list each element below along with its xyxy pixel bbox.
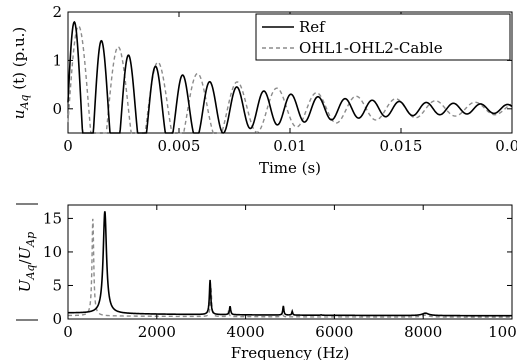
bottom-x-axis-label: Frequency (Hz) [231, 344, 350, 360]
bottom-y-axis-label-slash: / [16, 259, 34, 265]
top-x-tick-label: 0.015 [380, 137, 423, 155]
bottom-series-line-ohl1-ohl2-cable [68, 218, 512, 318]
bottom-y-tick-label: 0 [52, 310, 62, 328]
top-y-axis-label-main: u [10, 110, 28, 120]
bottom-x-tick-label: 10000 [488, 323, 517, 341]
legend-label-ref: Ref [299, 18, 326, 36]
bottom-y-axis-label-b-sub: Ap [24, 232, 37, 248]
bottom-y-axis-label: UAq/UAp [16, 203, 38, 321]
legend-box [255, 13, 511, 61]
top-series-line-ohl1-ohl2-cable [67, 25, 513, 134]
bottom-x-tick-label: 6000 [315, 323, 353, 341]
top-y-tick-label: 0 [52, 100, 62, 118]
bottom-y-tick-label: 5 [52, 276, 62, 294]
legend-label-ohl: OHL1-OHL2-Cable [299, 39, 443, 57]
bottom-x-tick-label: 8000 [404, 323, 442, 341]
bottom-x-ticks: 0 2000 4000 6000 8000 10000 [63, 205, 517, 341]
bottom-series-line-ref [68, 211, 512, 317]
bottom-plot-frame [67, 204, 513, 320]
top-x-tick-label: 0.01 [273, 137, 306, 155]
top-y-axis-label: uAq (t) (p.u.) [10, 27, 31, 119]
top-x-axis-label: Time (s) [259, 159, 321, 177]
top-y-ticks: 0 1 2 [52, 3, 512, 118]
bottom-y-axis-label-a: U [16, 278, 34, 292]
top-x-tick-label: 0.005 [158, 137, 201, 155]
bottom-y-axis-label-a-sub: Aq [24, 265, 37, 281]
top-series-group [67, 20, 513, 134]
frequency-domain-chart: 0 2000 4000 6000 8000 10000 0 5 10 15 Frequency … [16, 203, 517, 360]
top-y-axis-label-sub: Aq [18, 95, 31, 111]
bottom-y-axis-label-b: U [16, 245, 34, 259]
bottom-y-tick-label: 10 [43, 243, 62, 261]
bottom-y-tick-label: 15 [43, 209, 62, 227]
top-x-ticks: 0 0.005 0.01 0.015 0.02 [63, 12, 517, 155]
bottom-x-tick-label: 4000 [227, 323, 265, 341]
top-x-tick-label: 0 [63, 137, 73, 155]
bottom-x-tick-label: 0 [63, 323, 73, 341]
bottom-y-axis-label-text: UAq/UAp [16, 232, 37, 292]
top-x-tick-label: 0.02 [495, 137, 517, 155]
bottom-x-tick-label: 2000 [138, 323, 176, 341]
top-series-line-ref [67, 20, 513, 134]
legend: Ref OHL1-OHL2-Cable [255, 13, 511, 61]
top-y-tick-label: 1 [52, 51, 62, 69]
top-y-axis-label-rest: (t) (p.u.) [10, 27, 28, 95]
top-y-tick-label: 2 [52, 3, 62, 21]
bottom-y-ticks: 0 5 10 15 [43, 209, 512, 328]
time-domain-chart: 0 0.005 0.01 0.015 0.02 0 1 2 Time (s) uAq (t)… [10, 3, 517, 177]
bottom-series-group [68, 211, 512, 318]
